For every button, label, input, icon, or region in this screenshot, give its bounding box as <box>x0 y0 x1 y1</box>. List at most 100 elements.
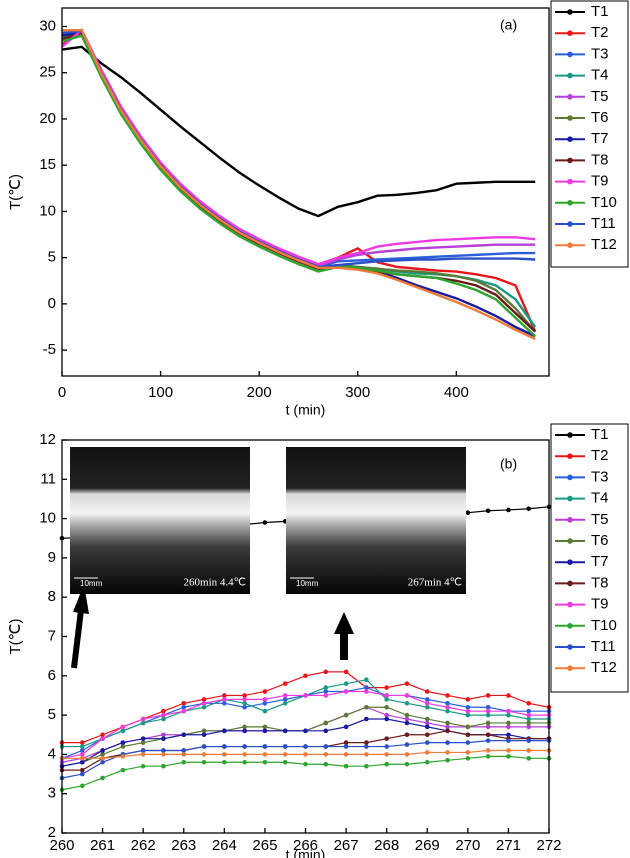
x-tick-label: 261 <box>90 837 115 854</box>
data-point <box>181 708 187 714</box>
data-point <box>242 728 247 734</box>
data-point <box>343 763 349 769</box>
data-point <box>445 740 450 745</box>
data-point <box>282 681 288 686</box>
data-point <box>201 759 207 765</box>
data-point <box>465 732 471 738</box>
x-tick-label: 272 <box>536 837 561 854</box>
series-line <box>61 28 536 266</box>
data-point <box>161 752 166 757</box>
data-point <box>445 708 450 714</box>
legend-label: T7 <box>591 553 609 570</box>
data-point <box>465 756 471 761</box>
data-point <box>364 752 369 757</box>
data-point <box>343 712 349 718</box>
data-point <box>526 708 532 714</box>
legend-marker <box>567 580 573 587</box>
data-point <box>445 724 450 730</box>
series-line <box>61 29 536 268</box>
legend-label: T10 <box>591 194 617 211</box>
legend-marker <box>567 9 573 15</box>
data-point <box>140 740 146 745</box>
legend-label: T5 <box>591 511 609 528</box>
data-point <box>465 750 471 755</box>
data-point <box>303 693 308 698</box>
data-point <box>323 720 329 726</box>
data-point <box>181 752 187 757</box>
data-point <box>79 748 85 753</box>
data-point <box>424 732 430 738</box>
data-point <box>485 748 491 753</box>
data-point <box>222 697 227 702</box>
data-point <box>120 724 126 730</box>
data-point <box>485 738 491 743</box>
data-point <box>465 740 471 745</box>
legend-marker <box>567 242 573 248</box>
data-point <box>465 724 471 730</box>
inset-photo <box>70 447 250 594</box>
data-point <box>161 748 166 753</box>
data-point <box>303 761 308 767</box>
data-point <box>526 738 532 743</box>
data-point <box>242 759 247 765</box>
x-tick-label: 0 <box>58 384 66 401</box>
x-tick-label: 100 <box>148 384 173 401</box>
data-point <box>485 708 491 714</box>
data-point <box>262 701 268 706</box>
data-point <box>364 704 369 710</box>
legend-marker <box>567 30 573 36</box>
x-tick-label: 270 <box>455 837 480 854</box>
data-point <box>343 681 349 686</box>
data-point <box>140 763 146 769</box>
data-point <box>465 704 471 710</box>
legend-marker <box>567 601 573 608</box>
data-point <box>161 712 166 718</box>
series-line <box>61 45 536 218</box>
data-point <box>262 697 268 702</box>
data-point <box>242 701 247 706</box>
data-point <box>485 704 491 710</box>
data-point <box>201 728 207 734</box>
x-tick-label: 264 <box>212 837 237 854</box>
legend-label: T9 <box>591 596 609 613</box>
data-point <box>100 759 105 765</box>
legend-label: T5 <box>591 88 609 105</box>
data-point <box>384 685 389 690</box>
y-tick-label: 11 <box>40 470 56 487</box>
data-point <box>282 744 288 749</box>
inset-photo <box>286 447 466 594</box>
data-point <box>79 783 85 789</box>
x-tick-label: 262 <box>131 837 156 854</box>
y-tick-label: -5 <box>43 341 56 358</box>
data-point <box>79 759 85 765</box>
data-point <box>526 701 532 706</box>
y-axis-title: T(℃) <box>7 174 24 210</box>
legend-label: T3 <box>591 468 609 485</box>
data-point <box>201 704 207 710</box>
data-point <box>445 750 450 755</box>
data-point <box>526 716 532 722</box>
data-point <box>343 669 349 675</box>
inset-layer: 10mm 260min 4.4℃ 10mm 267min 4℃ <box>70 447 466 669</box>
x-axis-title: t (min) <box>286 847 326 858</box>
data-point <box>303 752 308 757</box>
data-point <box>161 732 166 738</box>
data-point <box>404 701 410 706</box>
data-point <box>445 701 450 706</box>
x-tick-label: 260 <box>49 837 74 854</box>
data-point <box>506 507 511 513</box>
y-tick-label: 9 <box>48 549 56 566</box>
data-point <box>242 693 247 698</box>
legend-marker <box>567 538 573 544</box>
data-point <box>526 724 532 730</box>
data-point <box>201 744 207 749</box>
data-point <box>282 752 288 757</box>
legend-marker <box>567 453 573 460</box>
data-point <box>140 720 146 726</box>
data-point <box>242 704 247 710</box>
data-point <box>262 708 268 714</box>
data-point <box>424 716 430 722</box>
data-point <box>465 708 471 714</box>
series-line <box>61 34 537 338</box>
